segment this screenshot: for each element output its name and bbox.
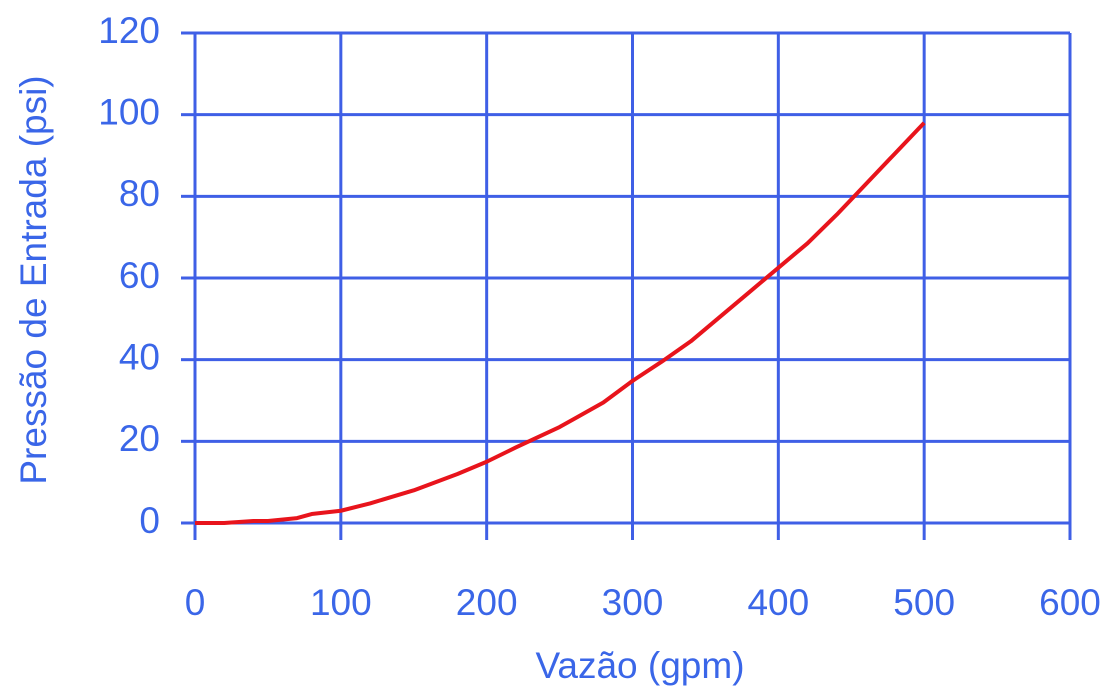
y-tick-label: 100 — [98, 91, 160, 132]
x-tick-label: 400 — [747, 582, 809, 623]
y-tick-label: 120 — [98, 10, 160, 51]
x-tick-label: 200 — [456, 582, 518, 623]
x-tick-label: 0 — [185, 582, 206, 623]
y-tick-label: 40 — [119, 336, 160, 377]
y-tick-label: 80 — [119, 173, 160, 214]
y-tick-label: 0 — [139, 500, 160, 541]
x-axis-label: Vazão (gpm) — [535, 645, 744, 686]
y-axis-label: Pressão de Entrada (psi) — [13, 75, 54, 484]
x-tick-label: 300 — [602, 582, 664, 623]
y-tick-label: 20 — [119, 418, 160, 459]
x-tick-label: 600 — [1039, 582, 1101, 623]
x-tick-label: 500 — [893, 582, 955, 623]
y-tick-label: 60 — [119, 255, 160, 296]
x-tick-label: 100 — [310, 582, 372, 623]
data-line — [195, 121, 926, 525]
